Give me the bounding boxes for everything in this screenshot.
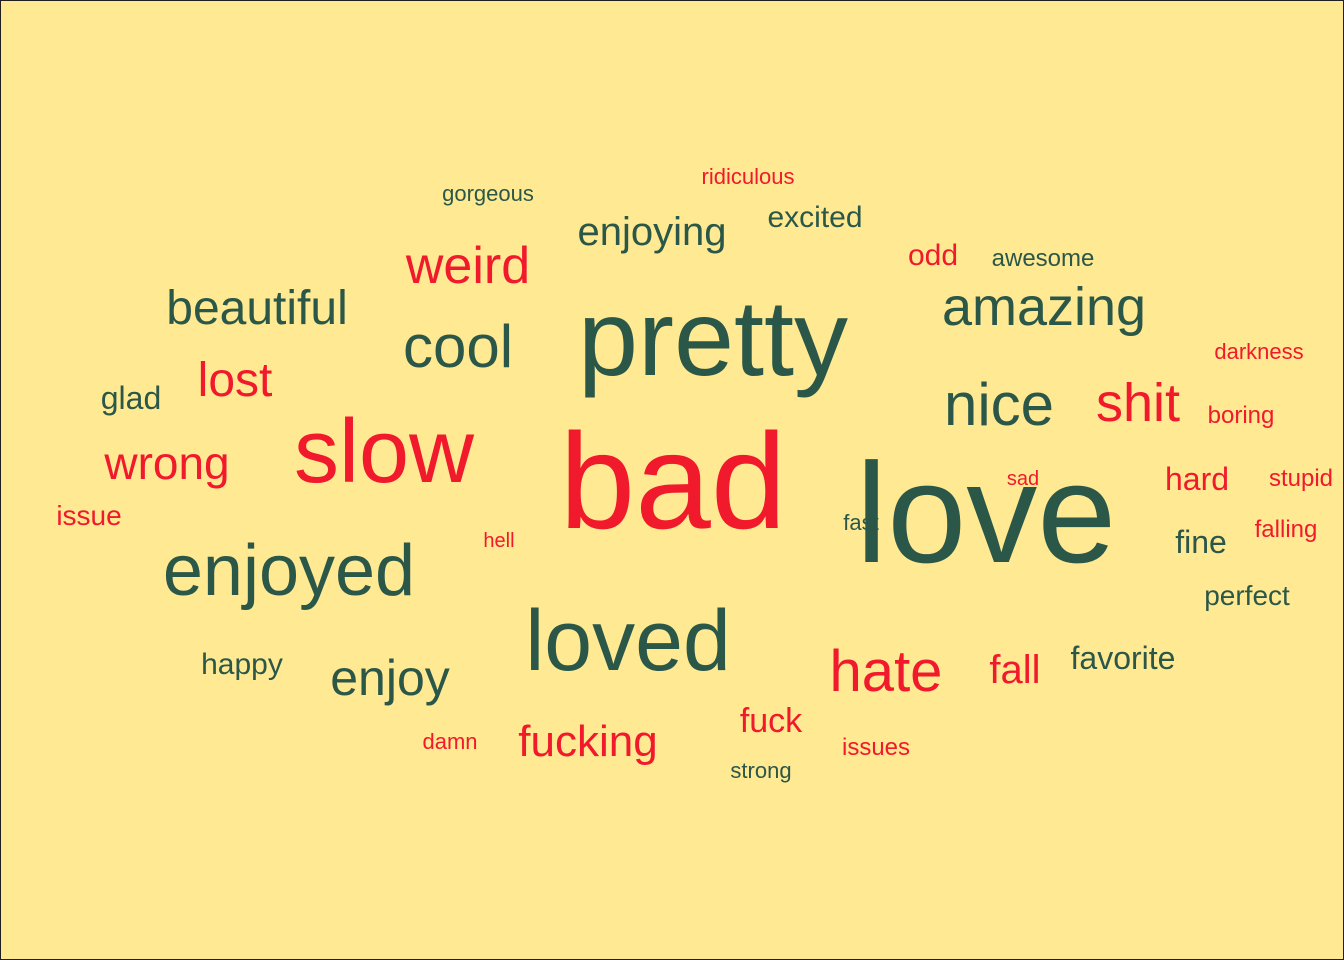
- word-shit: shit: [1095, 373, 1181, 433]
- word-perfect: perfect: [1204, 580, 1290, 611]
- word-excited: excited: [767, 201, 863, 234]
- word-love: love: [855, 434, 1117, 593]
- word-issue: issue: [56, 500, 122, 531]
- word-enjoy: enjoy: [330, 650, 450, 706]
- word-odd: odd: [907, 239, 959, 272]
- word-weird: weird: [405, 237, 531, 295]
- word-ridiculous: ridiculous: [701, 164, 795, 189]
- word-slow: slow: [293, 402, 475, 502]
- word-nice: nice: [943, 371, 1055, 438]
- word-gorgeous: gorgeous: [442, 181, 534, 206]
- word-strong: strong: [730, 758, 792, 783]
- word-sad: sad: [1006, 468, 1040, 490]
- word-fuck: fuck: [739, 702, 803, 740]
- word-hate: hate: [829, 639, 943, 704]
- word-loved: loved: [525, 593, 731, 689]
- word-enjoyed: enjoyed: [162, 531, 416, 611]
- word-hard: hard: [1164, 461, 1230, 497]
- word-glad: glad: [100, 380, 162, 416]
- word-boring: boring: [1207, 402, 1275, 429]
- word-amazing: amazing: [941, 277, 1147, 337]
- word-pretty: pretty: [577, 277, 849, 398]
- word-wrong: wrong: [104, 437, 230, 489]
- word-awesome: awesome: [991, 245, 1095, 272]
- word-stupid: stupid: [1268, 465, 1334, 492]
- word-fine: fine: [1175, 524, 1227, 560]
- word-lost: lost: [197, 354, 273, 407]
- word-beautiful: beautiful: [166, 282, 348, 335]
- word-fucking: fucking: [518, 717, 658, 766]
- word-bad: bad: [559, 405, 787, 557]
- word-cool: cool: [402, 313, 514, 380]
- word-darkness: darkness: [1214, 339, 1304, 364]
- word-fast: fast: [843, 510, 879, 535]
- word-hell: hell: [483, 530, 515, 552]
- word-fall: fall: [989, 648, 1041, 692]
- word-damn: damn: [422, 729, 478, 754]
- word-favorite: favorite: [1070, 640, 1176, 676]
- word-enjoying: enjoying: [577, 210, 727, 254]
- word-falling: falling: [1254, 516, 1318, 543]
- word-happy: happy: [201, 648, 283, 681]
- word-issues: issues: [841, 734, 911, 761]
